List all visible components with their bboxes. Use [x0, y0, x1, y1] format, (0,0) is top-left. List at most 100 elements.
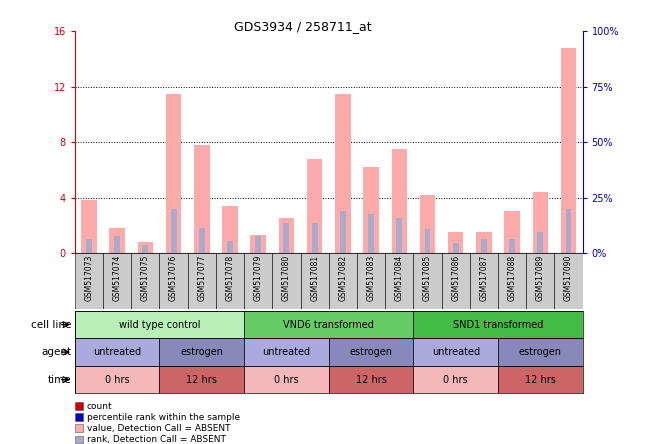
Text: GSM517073: GSM517073: [85, 255, 94, 301]
Bar: [75, 338, 159, 366]
Bar: [385, 253, 413, 309]
Bar: [448, 232, 464, 253]
Bar: [132, 253, 159, 309]
Bar: [498, 366, 583, 393]
Bar: [194, 145, 210, 253]
Bar: [272, 253, 301, 309]
Bar: [199, 228, 205, 253]
Bar: [114, 237, 120, 253]
Text: 0 hrs: 0 hrs: [274, 375, 299, 385]
Bar: [413, 338, 498, 366]
Bar: [424, 230, 430, 253]
Bar: [187, 253, 216, 309]
Text: GSM517080: GSM517080: [282, 255, 291, 301]
Text: GSM517090: GSM517090: [564, 255, 573, 301]
Text: 12 hrs: 12 hrs: [186, 375, 217, 385]
Text: untreated: untreated: [262, 347, 311, 357]
Text: untreated: untreated: [93, 347, 141, 357]
Bar: [244, 366, 329, 393]
Bar: [283, 222, 290, 253]
Text: GSM517081: GSM517081: [310, 255, 319, 301]
Text: GSM517082: GSM517082: [339, 255, 348, 301]
Bar: [143, 245, 148, 253]
Bar: [75, 253, 103, 309]
Bar: [329, 366, 413, 393]
Bar: [75, 311, 244, 338]
Bar: [244, 253, 272, 309]
Bar: [452, 243, 459, 253]
Bar: [279, 218, 294, 253]
Bar: [566, 209, 572, 253]
Bar: [166, 94, 182, 253]
Bar: [251, 235, 266, 253]
Bar: [470, 253, 498, 309]
Text: GSM517074: GSM517074: [113, 255, 122, 301]
Text: GSM517089: GSM517089: [536, 255, 545, 301]
Bar: [171, 209, 176, 253]
Bar: [109, 228, 125, 253]
Bar: [561, 48, 576, 253]
Text: estrogen: estrogen: [180, 347, 223, 357]
Bar: [413, 253, 441, 309]
Text: GSM517083: GSM517083: [367, 255, 376, 301]
Bar: [335, 94, 351, 253]
Text: untreated: untreated: [432, 347, 480, 357]
Bar: [244, 311, 413, 338]
Bar: [498, 253, 526, 309]
Bar: [329, 338, 413, 366]
Bar: [81, 200, 97, 253]
Text: GSM517087: GSM517087: [479, 255, 488, 301]
Text: GSM517086: GSM517086: [451, 255, 460, 301]
Bar: [244, 338, 329, 366]
Bar: [537, 232, 544, 253]
Text: 0 hrs: 0 hrs: [443, 375, 468, 385]
Text: percentile rank within the sample: percentile rank within the sample: [87, 412, 240, 422]
Bar: [498, 338, 583, 366]
Bar: [420, 195, 436, 253]
Bar: [357, 253, 385, 309]
Bar: [476, 232, 492, 253]
Bar: [137, 242, 153, 253]
Text: agent: agent: [42, 347, 72, 357]
Text: GSM517076: GSM517076: [169, 255, 178, 301]
Bar: [391, 149, 407, 253]
Text: 12 hrs: 12 hrs: [525, 375, 556, 385]
Bar: [216, 253, 244, 309]
Bar: [159, 366, 244, 393]
Text: GSM517079: GSM517079: [254, 255, 263, 301]
Bar: [396, 218, 402, 253]
Bar: [481, 239, 487, 253]
Bar: [255, 237, 261, 253]
Bar: [526, 253, 555, 309]
Text: rank, Detection Call = ABSENT: rank, Detection Call = ABSENT: [87, 435, 225, 444]
Text: 12 hrs: 12 hrs: [355, 375, 387, 385]
Text: GSM517088: GSM517088: [508, 255, 517, 301]
Bar: [368, 214, 374, 253]
Text: GSM517084: GSM517084: [395, 255, 404, 301]
Bar: [533, 192, 548, 253]
Bar: [307, 159, 322, 253]
Bar: [413, 366, 498, 393]
Text: GSM517078: GSM517078: [225, 255, 234, 301]
Text: GDS3934 / 258711_at: GDS3934 / 258711_at: [234, 20, 372, 33]
Text: count: count: [87, 401, 112, 411]
Bar: [505, 211, 520, 253]
Text: cell line: cell line: [31, 320, 72, 329]
Bar: [555, 253, 583, 309]
Bar: [159, 338, 244, 366]
Bar: [509, 239, 515, 253]
Text: estrogen: estrogen: [350, 347, 393, 357]
Bar: [159, 253, 187, 309]
Text: 0 hrs: 0 hrs: [105, 375, 130, 385]
Bar: [441, 253, 470, 309]
Text: time: time: [48, 375, 72, 385]
Bar: [301, 253, 329, 309]
Text: GSM517085: GSM517085: [423, 255, 432, 301]
Text: estrogen: estrogen: [519, 347, 562, 357]
Text: value, Detection Call = ABSENT: value, Detection Call = ABSENT: [87, 424, 230, 433]
Bar: [86, 239, 92, 253]
Bar: [329, 253, 357, 309]
Text: GSM517077: GSM517077: [197, 255, 206, 301]
Bar: [413, 311, 583, 338]
Bar: [227, 241, 233, 253]
